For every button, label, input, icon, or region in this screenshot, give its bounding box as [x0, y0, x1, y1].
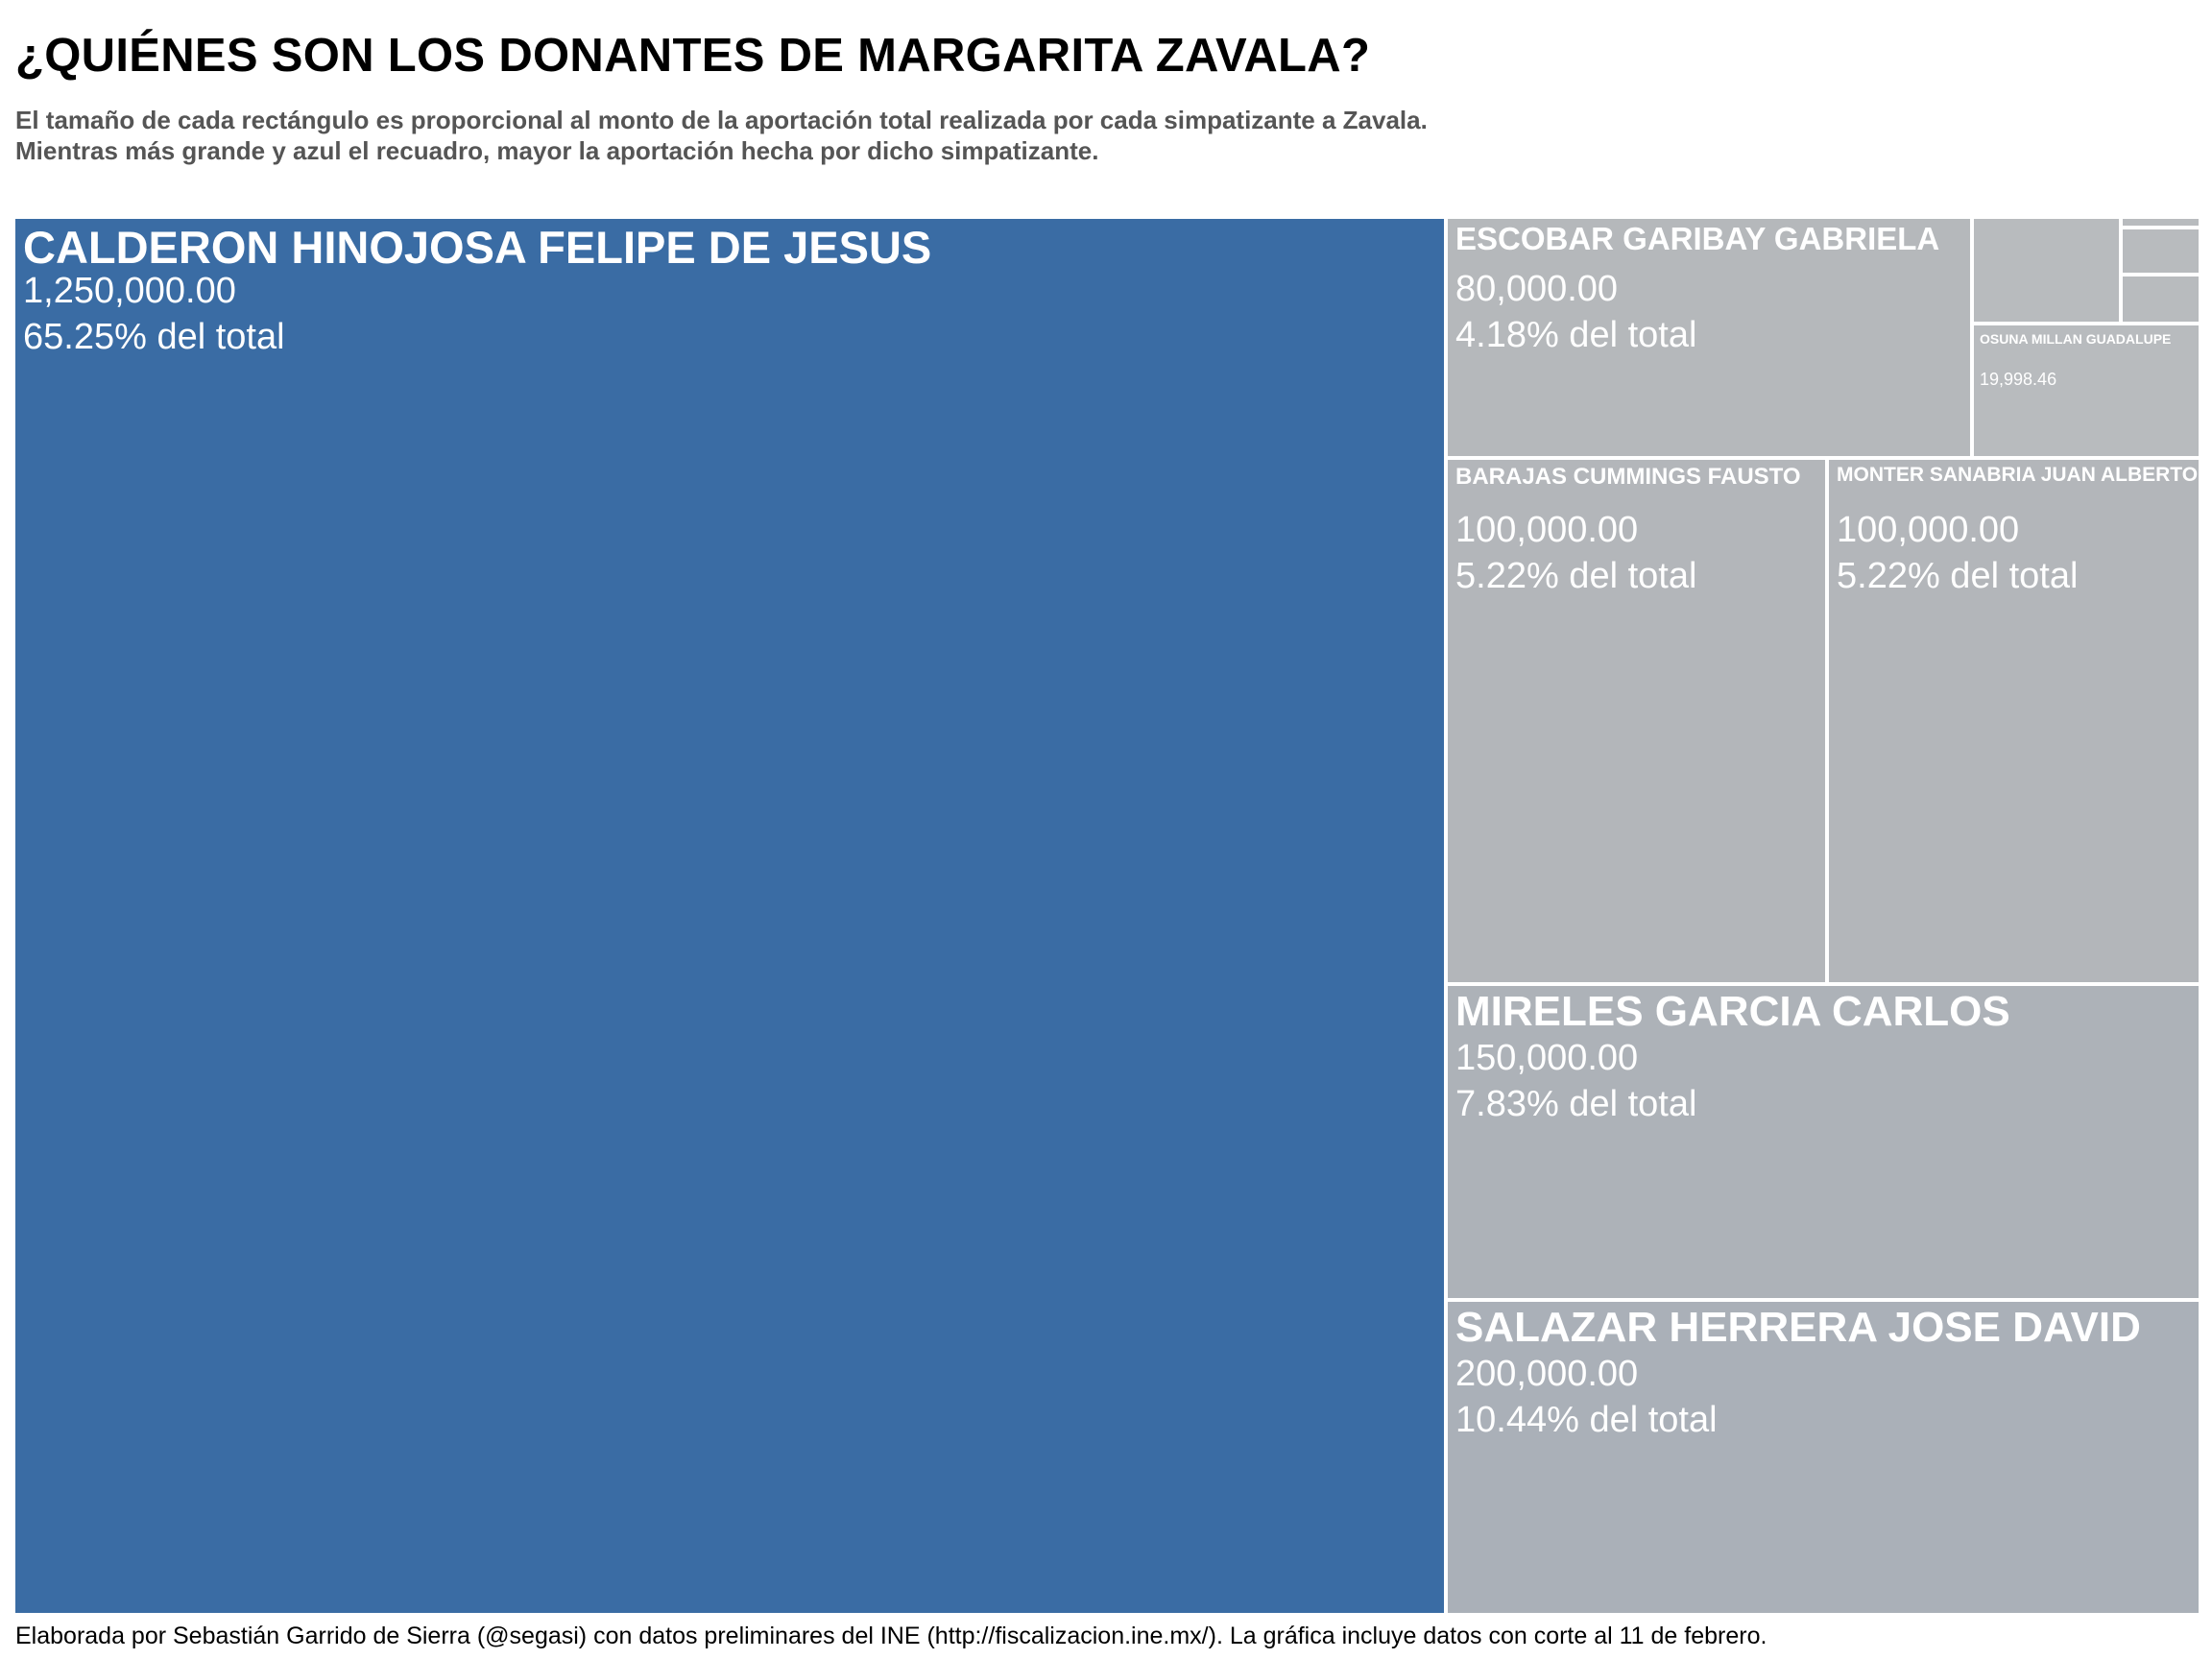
treemap-tile — [2121, 275, 2200, 324]
tile-amount-label: 80,000.00 — [1455, 269, 1619, 309]
tile-amount-label: 100,000.00 — [1455, 510, 1639, 550]
tile-amount-label: 150,000.00 — [1455, 1038, 1639, 1078]
chart-subtitle-line-1: El tamaño de cada rectángulo es proporci… — [15, 106, 1428, 134]
treemap-tile-mireles-garcia-carlos: MIRELES GARCIA CARLOS 150,000.00 7.83% del… — [1446, 984, 2200, 1300]
treemap-tile — [2121, 228, 2200, 275]
tile-share-label: 4.18% del total — [1455, 315, 1697, 355]
tile-share-label: 65.25% del total — [23, 317, 285, 357]
tile-share-label: 5.22% del total — [1837, 556, 2079, 596]
treemap-tile-salazar-herrera-jose-david: SALAZAR HERRERA JOSE DAVID 200,000.00 10.4… — [1446, 1300, 2200, 1615]
chart-caption: Elaborada por Sebastián Garrido de Sierr… — [15, 1623, 1767, 1649]
tile-amount-label: 19,998.46 — [1980, 370, 2057, 389]
tile-amount-label: 200,000.00 — [1455, 1354, 1639, 1394]
tile-amount-label: 1,250,000.00 — [23, 271, 236, 311]
tile-name-label: ESCOBAR GARIBAY GABRIELA — [1455, 221, 1940, 256]
treemap-tile-calderon-hinojosa-felipe-de-jesus: CALDERON HINOJOSA FELIPE DE JESUS 1,250,0… — [13, 217, 1446, 1615]
treemap-tile — [2121, 217, 2200, 228]
chart-subtitle-line-2: Mientras más grande y azul el recuadro, … — [15, 136, 1099, 165]
tile-amount-label: 100,000.00 — [1837, 510, 2020, 550]
tile-name-label: CALDERON HINOJOSA FELIPE DE JESUS — [23, 222, 932, 273]
tile-name-label: MONTER SANABRIA JUAN ALBERTO — [1837, 464, 2199, 486]
tile-name-label: BARAJAS CUMMINGS FAUSTO — [1455, 464, 1801, 490]
treemap-tile-escobar-garibay-gabriela: ESCOBAR GARIBAY GABRIELA 80,000.00 4.18% d… — [1446, 217, 1972, 458]
treemap-chart: CALDERON HINOJOSA FELIPE DE JESUS 1,250,0… — [13, 217, 2200, 1615]
tile-name-label: OSUNA MILLAN GUADALUPE — [1980, 331, 2172, 347]
treemap-tile — [1972, 217, 2121, 324]
tile-share-label: 7.83% del total — [1455, 1084, 1697, 1124]
tile-name-label: SALAZAR HERRERA JOSE DAVID — [1455, 1304, 2141, 1351]
tile-share-label: 5.22% del total — [1455, 556, 1697, 596]
chart-title: ¿QUIÉNES SON LOS DONANTES DE MARGARITA Z… — [15, 30, 1371, 82]
tile-share-label: 10.44% del total — [1455, 1400, 1718, 1440]
treemap-tile-osuna-millan-guadalupe: OSUNA MILLAN GUADALUPE 19,998.46 — [1972, 324, 2200, 458]
tile-name-label: MIRELES GARCIA CARLOS — [1455, 988, 2010, 1035]
treemap-tile-barajas-cummings-fausto: BARAJAS CUMMINGS FAUSTO 100,000.00 5.22% d… — [1446, 458, 1827, 984]
treemap-tile-monter-sanabria-juan-alberto: MONTER SANABRIA JUAN ALBERTO 100,000.00 5.… — [1827, 458, 2200, 984]
